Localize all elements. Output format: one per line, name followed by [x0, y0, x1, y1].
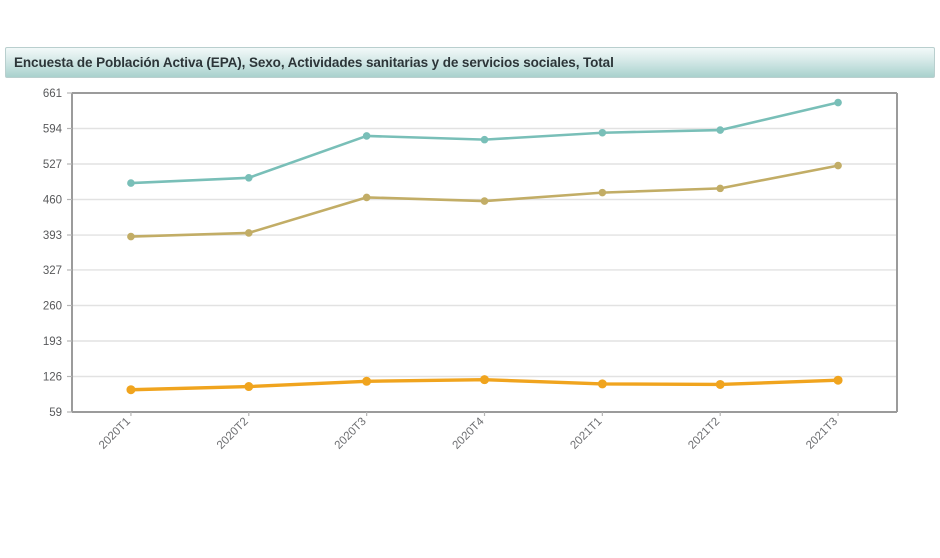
x-tick-label: 2021T1 [568, 416, 604, 452]
data-point-marker[interactable] [834, 98, 842, 107]
chart-title-bar: Encuesta de Población Activa (EPA), Sexo… [5, 47, 935, 78]
page-title: Encuesta de Población Activa (EPA), Sexo… [14, 55, 614, 70]
data-point-marker[interactable] [834, 161, 842, 170]
data-point-marker[interactable] [480, 135, 489, 144]
x-tick-label: 2020T2 [215, 416, 251, 452]
y-tick-label: 393 [43, 230, 62, 242]
y-axis-labels: 59 126 193 260 327 393 460 527 594 661 [43, 88, 63, 419]
y-axis-ticks [67, 92, 72, 413]
data-point-marker[interactable] [244, 382, 254, 392]
data-point-marker[interactable] [715, 379, 725, 389]
y-tick-label: 594 [43, 124, 63, 136]
y-tick-label: 59 [49, 407, 62, 419]
data-point-marker[interactable] [480, 375, 489, 385]
y-tick-label: 661 [43, 88, 62, 100]
data-point-marker[interactable] [127, 179, 135, 187]
y-tick-label: 126 [43, 371, 62, 383]
x-tick-label: 2020T1 [97, 416, 133, 452]
data-point-marker[interactable] [362, 132, 371, 140]
data-point-marker[interactable] [127, 232, 135, 241]
y-tick-label: 460 [43, 195, 62, 207]
data-point-marker[interactable] [833, 375, 843, 385]
data-point-marker[interactable] [598, 188, 607, 197]
y-tick-label: 260 [43, 300, 62, 312]
data-point-marker[interactable] [126, 385, 136, 395]
chart-plot-container: 59 126 193 260 327 393 460 527 594 661 2020T1 2020… [0, 82, 940, 492]
x-tick-label: 2021T3 [804, 416, 840, 452]
y-tick-label: 527 [43, 159, 62, 171]
data-point-marker[interactable] [598, 128, 607, 137]
x-axis-labels: 2020T1 2020T2 2020T3 2020T4 2021T1 2021T2 2021… [97, 412, 840, 452]
data-point-marker[interactable] [362, 376, 372, 386]
y-tick-label: 327 [43, 265, 62, 277]
x-tick-label: 2021T2 [686, 416, 722, 452]
series-hombres [126, 375, 843, 395]
data-point-marker[interactable] [362, 193, 371, 202]
y-tick-label: 193 [43, 336, 62, 348]
data-point-marker[interactable] [480, 197, 489, 205]
series-mujeres [127, 161, 842, 241]
data-point-marker[interactable] [244, 229, 253, 237]
x-tick-label: 2020T4 [451, 415, 487, 451]
data-point-marker[interactable] [597, 379, 607, 389]
x-tick-label: 2020T3 [333, 416, 369, 452]
data-point-marker[interactable] [716, 184, 725, 193]
series-total [127, 98, 842, 187]
data-point-marker[interactable] [244, 173, 253, 182]
data-series-group [126, 98, 843, 395]
data-point-marker[interactable] [716, 126, 725, 134]
